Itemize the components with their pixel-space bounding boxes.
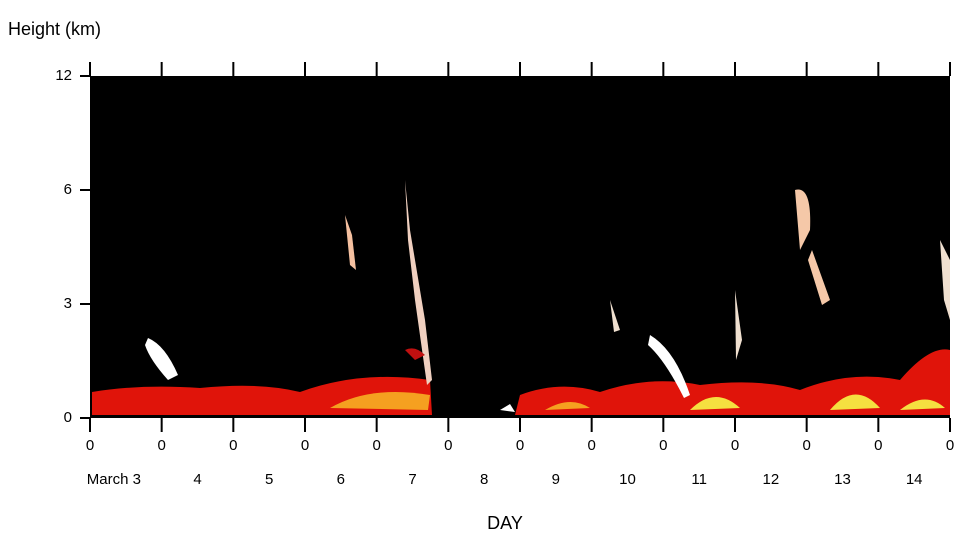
day-label: March 3 xyxy=(87,471,141,488)
cloud xyxy=(648,335,690,398)
day-label: 14 xyxy=(906,471,923,488)
day-label: 9 xyxy=(552,471,560,488)
backscatter xyxy=(92,180,950,415)
x-tick-label: 0 xyxy=(731,437,739,454)
y-tick-label: 6 xyxy=(64,181,72,198)
y-tick-label: 12 xyxy=(55,67,72,84)
cloud xyxy=(145,338,178,380)
day-label: 6 xyxy=(337,471,345,488)
x-tick-label: 0 xyxy=(157,437,165,454)
plot-area xyxy=(90,76,950,418)
x-tick-label: 0 xyxy=(372,437,380,454)
x-axis-title: DAY xyxy=(487,513,523,533)
echo-layer xyxy=(545,401,590,410)
cloud xyxy=(405,180,432,385)
day-label: 10 xyxy=(619,471,636,488)
x-tick-label: 0 xyxy=(587,437,595,454)
echo-layer xyxy=(515,349,950,415)
x-tick-label: 0 xyxy=(229,437,237,454)
y-tick-label: 0 xyxy=(64,409,72,426)
cloud xyxy=(345,215,356,270)
day-label: 11 xyxy=(691,471,707,488)
day-label: 13 xyxy=(834,471,851,488)
echo-layer xyxy=(690,394,945,410)
x-tick-label: 0 xyxy=(874,437,882,454)
x-tick-label: 0 xyxy=(444,437,452,454)
day-label: 8 xyxy=(480,471,488,488)
day-label: 5 xyxy=(265,471,273,488)
x-tick-label: 0 xyxy=(802,437,810,454)
day-label: 4 xyxy=(193,471,201,488)
x-tick-label: 0 xyxy=(516,437,524,454)
cloud xyxy=(795,189,830,305)
day-label: 12 xyxy=(762,471,779,488)
x-tick-label: 0 xyxy=(301,437,309,454)
day-label: 7 xyxy=(408,471,416,488)
y-tick-label: 3 xyxy=(64,295,72,312)
cloud xyxy=(405,348,425,360)
cloud xyxy=(500,404,515,412)
x-tick-label: 0 xyxy=(659,437,667,454)
echo-layer xyxy=(330,391,430,410)
x-tick-label: 0 xyxy=(86,437,94,454)
y-axis-title: Height (km) xyxy=(8,19,101,39)
x-tick-label: 0 xyxy=(946,437,954,454)
